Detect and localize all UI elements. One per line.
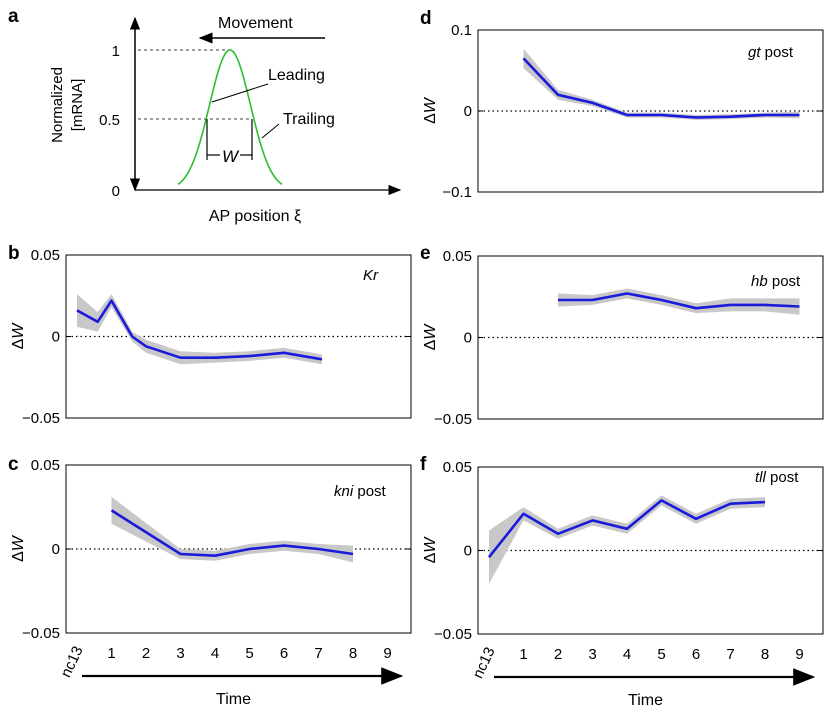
time-tick-label: 2	[554, 646, 562, 663]
panel-letter-a: a	[8, 6, 19, 27]
time-tick-label: 4	[211, 645, 219, 662]
panel-a-ytick-1: 1	[112, 43, 120, 60]
time-tick-label: 9	[383, 645, 391, 662]
panel-e-ytick-label: 0	[464, 330, 472, 347]
panel-e: e 0.05 0 −0.05 ΔW hb post	[420, 243, 824, 428]
time-tick-label: 8	[349, 645, 357, 662]
time-tick-label: nc13	[469, 645, 498, 682]
panel-c-ytick-label: −0.05	[22, 625, 60, 642]
time-tick-label: 2	[142, 645, 150, 662]
panel-a-ytick-0.5: 0.5	[99, 112, 120, 129]
panel-d-title: gt post	[748, 44, 794, 61]
panel-c-ytick-label: 0	[52, 541, 60, 558]
time-axis-c: nc13 1 2 3 4 5 6 7 8 9 Time	[57, 644, 404, 708]
time-tick-label: 3	[176, 645, 184, 662]
panel-f-title: tll post	[755, 469, 799, 486]
panel-d-ytick-label: 0.1	[451, 22, 472, 39]
panel-c: c 0.05 0 −0.05 ΔW kni post	[8, 454, 412, 642]
panel-a-width-symbol: W	[222, 147, 240, 166]
time-tick-label: 5	[657, 646, 665, 663]
panel-a-ytick-0: 0	[112, 183, 120, 200]
time-tick-label: 9	[795, 646, 803, 663]
panel-b-title: Kr	[363, 267, 379, 284]
panel-d-series-line	[522, 57, 800, 119]
panel-a-xlabel: AP position ξ	[209, 208, 301, 225]
time-tick-label: 8	[761, 646, 769, 663]
panel-b-ytick-label: 0	[52, 329, 60, 346]
panel-c-ytick-label: 0.05	[31, 457, 60, 474]
panel-c-series-line	[110, 509, 354, 557]
panel-b-series-line	[76, 299, 323, 361]
panel-b-error-band	[77, 294, 322, 365]
panel-e-title: hb post	[751, 273, 801, 290]
panel-d-ytick-label: 0	[464, 103, 472, 120]
time-tick-label: 6	[692, 646, 700, 663]
panel-b: b 0.05 0 −0.05 ΔW Kr	[8, 243, 412, 427]
time-label: Time	[628, 692, 663, 708]
panel-a-profile-curve	[177, 49, 283, 186]
panel-letter-e: e	[420, 243, 431, 264]
panel-c-ylabel: ΔW	[10, 534, 27, 562]
panel-a: a 1 0.5 0 Normalized [mRNA] W Movement L…	[8, 6, 402, 225]
panel-letter-c: c	[8, 454, 19, 475]
panel-f-ytick-label: −0.05	[434, 626, 472, 643]
panel-f-ylabel: ΔW	[422, 536, 439, 564]
panel-e-error-band	[558, 288, 800, 315]
time-tick-label: 4	[623, 646, 631, 663]
panel-a-ylabel-line1: Normalized	[49, 67, 66, 143]
panel-e-ytick-label: −0.05	[434, 411, 472, 428]
panel-e-series-line	[558, 292, 800, 310]
panel-e-ylabel: ΔW	[422, 323, 439, 351]
panel-a-trailing-label: Trailing	[283, 111, 335, 128]
time-tick-label: 1	[519, 646, 527, 663]
panel-letter-b: b	[8, 243, 20, 264]
time-tick-label: 1	[107, 645, 115, 662]
panel-a-trailing-pointer	[261, 123, 280, 139]
panel-a-leading-label: Leading	[268, 67, 325, 84]
panel-d: d 0.1 0 −0.1 ΔW gt post	[420, 8, 824, 201]
panel-a-ylabel-line2: [mRNA]	[69, 79, 86, 132]
panel-a-leading-pointer	[211, 83, 269, 103]
time-axes: nc13 1 2 3 4 5 6 7 8 9 Time nc13 1 2 3 4 5 6 7 8 9 Time	[57, 644, 816, 708]
panel-d-ytick-label: −0.1	[442, 184, 472, 201]
time-tick-label: 7	[726, 646, 734, 663]
panel-d-ylabel: ΔW	[422, 96, 439, 124]
panel-b-ytick-label: −0.05	[22, 410, 60, 427]
panel-f-error-band	[489, 495, 765, 584]
panel-f-series-line	[487, 499, 766, 559]
time-tick-label: nc13	[57, 644, 86, 681]
time-axis-f: nc13 1 2 3 4 5 6 7 8 9 Time	[469, 645, 816, 708]
time-tick-label: 6	[280, 645, 288, 662]
panel-c-title: kni post	[334, 483, 387, 500]
panel-a-movement-label: Movement	[218, 15, 293, 32]
panel-letter-f: f	[420, 454, 427, 475]
panel-b-ylabel: ΔW	[10, 322, 27, 350]
time-label: Time	[216, 691, 251, 708]
time-tick-label: 3	[588, 646, 596, 663]
data-panels: b 0.05 0 −0.05 ΔW Kr c 0.05 0 −0.05 ΔW kni post d 0.1…	[8, 8, 824, 643]
panel-f-ytick-label: 0	[464, 543, 472, 560]
panel-letter-d: d	[420, 8, 432, 29]
time-tick-label: 7	[314, 645, 322, 662]
panel-f: f 0.05 0 −0.05 ΔW tll post	[420, 454, 824, 643]
panel-e-ytick-label: 0.05	[443, 248, 472, 265]
panel-f-ytick-label: 0.05	[443, 459, 472, 476]
time-tick-label: 5	[245, 645, 253, 662]
panel-b-ytick-label: 0.05	[31, 247, 60, 264]
